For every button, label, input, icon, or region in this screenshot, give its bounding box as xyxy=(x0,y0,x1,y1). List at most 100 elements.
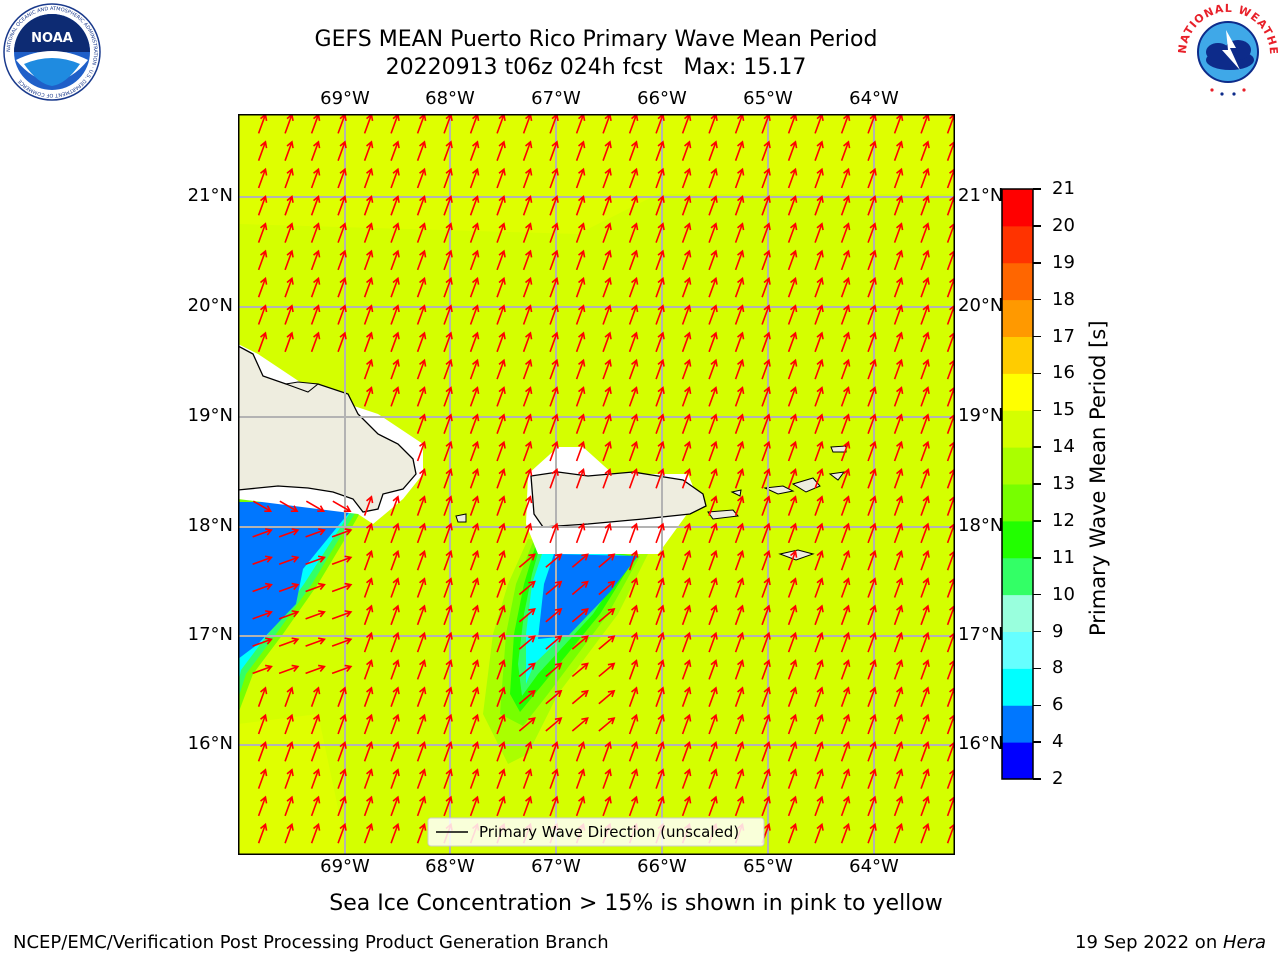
wave-direction-arrow xyxy=(708,741,718,762)
colorbar-tick-label: 2 xyxy=(1052,768,1064,789)
lat-tick-label-left: 21°N xyxy=(187,185,233,206)
wave-direction-arrow xyxy=(522,468,533,489)
wave-direction-arrow xyxy=(867,222,877,243)
wave-direction-arrow xyxy=(549,276,559,298)
wave-direction-arrow xyxy=(920,115,930,134)
wave-direction-arrow xyxy=(867,468,877,489)
wave-direction-arrow xyxy=(278,664,300,675)
wave-direction-arrow xyxy=(549,222,559,243)
wave-direction-arrow xyxy=(416,140,427,161)
wave-direction-arrow xyxy=(814,468,824,489)
wave-direction-arrow xyxy=(469,468,480,489)
wave-direction-arrow xyxy=(814,249,824,271)
wave-direction-arrow xyxy=(867,495,877,516)
wave-direction-arrow xyxy=(390,768,400,789)
wave-direction-arrow xyxy=(496,167,506,189)
wave-direction-arrow xyxy=(416,468,427,489)
wave-direction-arrow xyxy=(867,167,877,189)
wave-direction-arrow xyxy=(575,413,586,434)
wave-direction-arrow xyxy=(443,468,453,489)
colorbar-tick xyxy=(1033,520,1041,522)
wave-direction-arrow xyxy=(840,822,851,844)
sea-ice-caption: Sea Ice Concentration > 15% is shown in … xyxy=(329,891,943,916)
colorbar-tick xyxy=(1033,335,1041,338)
wave-direction-arrow xyxy=(469,631,480,653)
wave-direction-arrow xyxy=(946,276,954,298)
wave-direction-arrow xyxy=(549,795,559,817)
wave-direction-arrow xyxy=(655,249,665,271)
wave-direction-arrow xyxy=(416,304,427,325)
lon-tick-label-top: 67°W xyxy=(531,88,581,109)
wave-direction-arrow xyxy=(761,741,771,762)
wave-direction-arrow xyxy=(443,167,453,189)
wave-direction-arrow xyxy=(867,249,877,271)
wave-direction-arrow xyxy=(284,741,294,762)
wave-direction-arrow xyxy=(571,662,589,678)
wave-direction-arrow xyxy=(761,631,771,653)
wave-direction-arrow xyxy=(571,689,589,705)
wave-direction-arrow xyxy=(545,607,563,623)
wave-direction-arrow xyxy=(920,331,930,353)
wave-direction-arrow xyxy=(337,140,347,161)
wave-direction-arrow xyxy=(575,468,586,489)
wave-direction-arrow xyxy=(946,249,954,271)
wave-direction-arrow xyxy=(443,795,453,817)
wave-direction-arrow xyxy=(655,440,665,462)
wave-direction-arrow xyxy=(549,440,559,462)
wave-direction-arrow xyxy=(390,167,400,189)
wave-direction-arrow xyxy=(545,553,563,568)
wave-direction-arrow xyxy=(337,304,347,325)
wave-direction-arrow xyxy=(469,440,480,462)
wave-direction-arrow xyxy=(681,115,692,134)
wave-direction-arrow xyxy=(469,522,480,544)
wave-direction-arrow xyxy=(708,115,718,134)
wave-direction-arrow xyxy=(496,222,506,243)
wave-direction-arrow xyxy=(337,822,347,844)
wave-direction-legend: Primary Wave Direction (unscaled) xyxy=(427,817,765,847)
wave-direction-arrow xyxy=(681,468,692,489)
wave-direction-arrow xyxy=(946,577,954,598)
wave-direction-arrow xyxy=(305,582,326,593)
wave-direction-arrow xyxy=(681,249,692,271)
colorbar-tick-label: 6 xyxy=(1052,694,1064,716)
wave-direction-arrow xyxy=(443,222,453,243)
wave-direction-arrow xyxy=(840,195,851,216)
wave-direction-arrow xyxy=(814,222,824,243)
wave-direction-arrow xyxy=(840,686,851,707)
wave-direction-arrow xyxy=(416,713,427,735)
wave-direction-arrow xyxy=(518,717,536,732)
wave-direction-arrow xyxy=(549,304,559,325)
wave-direction-arrow xyxy=(681,768,692,789)
wave-direction-arrow xyxy=(575,331,586,353)
wave-direction-arrow xyxy=(598,607,616,623)
wave-direction-arrow xyxy=(416,222,427,243)
wave-direction-arrow xyxy=(946,304,954,325)
wave-direction-arrow xyxy=(761,222,771,243)
wave-direction-arrow xyxy=(522,249,533,271)
wave-direction-arrow xyxy=(575,440,586,462)
wave-direction-arrow xyxy=(469,304,480,325)
colorbar-tick xyxy=(1033,778,1041,780)
wave-direction-arrow xyxy=(893,115,904,134)
wave-direction-arrow xyxy=(655,331,665,353)
wave-direction-arrow xyxy=(522,222,533,243)
wave-direction-arrow xyxy=(469,549,480,571)
noaa-logo: NOAA NATIONAL OCEANIC AND ATMOSPHERIC AD… xyxy=(3,3,101,101)
wave-direction-arrow xyxy=(602,331,612,353)
wave-direction-arrow xyxy=(416,386,427,407)
wave-direction-arrow xyxy=(363,276,374,298)
wave-direction-arrow xyxy=(893,549,904,571)
wave-direction-arrow xyxy=(761,195,771,216)
wave-direction-arrow xyxy=(787,358,798,380)
wave-direction-arrow xyxy=(575,140,586,161)
wave-direction-arrow xyxy=(734,768,745,789)
wave-direction-arrow xyxy=(496,140,506,161)
wave-direction-arrow xyxy=(840,659,851,680)
lon-tick-label-bottom: 68°W xyxy=(425,856,475,877)
land-virgin-gorda xyxy=(828,471,846,481)
wave-direction-arrow xyxy=(363,115,374,134)
wave-direction-arrow xyxy=(840,577,851,598)
wave-direction-arrow xyxy=(920,741,930,762)
wave-direction-arrow xyxy=(337,222,347,243)
wave-direction-arrow xyxy=(363,495,374,516)
